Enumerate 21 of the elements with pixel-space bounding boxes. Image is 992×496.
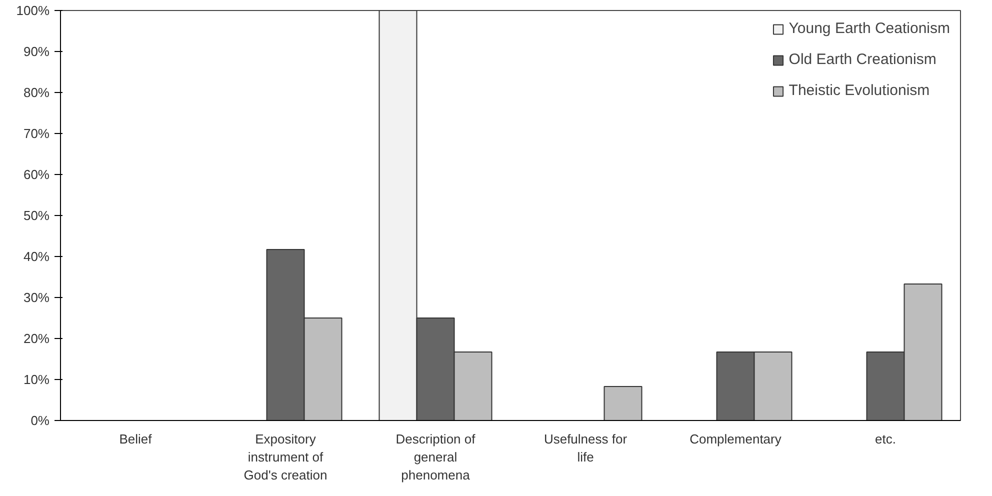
x-tick-label: etc.	[875, 432, 896, 446]
y-tick-label: 20%	[23, 331, 50, 346]
bar	[604, 386, 642, 420]
x-tick-label: Description of general phenomena	[396, 432, 476, 482]
y-tick-label: 10%	[23, 372, 50, 387]
y-tick-label: 0%	[30, 413, 50, 428]
legend-label: Theistic Evolutionism	[788, 82, 930, 99]
y-tick-label: 70%	[23, 126, 50, 141]
x-tick-label: Usefulness for life	[544, 432, 628, 464]
x-tick-label: Expository instrument of God's creation	[244, 432, 328, 482]
y-tick-label: 50%	[23, 208, 50, 223]
legend-label: Young Earth Ceationism	[788, 20, 950, 37]
y-tick-label: 90%	[23, 44, 50, 59]
y-tick-label: 30%	[23, 290, 50, 305]
y-tick-label: 80%	[23, 85, 50, 100]
y-tick-label: 60%	[23, 167, 50, 182]
x-tick-label: Belief	[119, 432, 152, 446]
y-tick-label: 40%	[23, 249, 50, 264]
x-tick-label: Complementary	[690, 432, 782, 446]
legend-label: Old Earth Creationism	[788, 51, 936, 68]
y-tick-label: 100%	[16, 3, 50, 18]
